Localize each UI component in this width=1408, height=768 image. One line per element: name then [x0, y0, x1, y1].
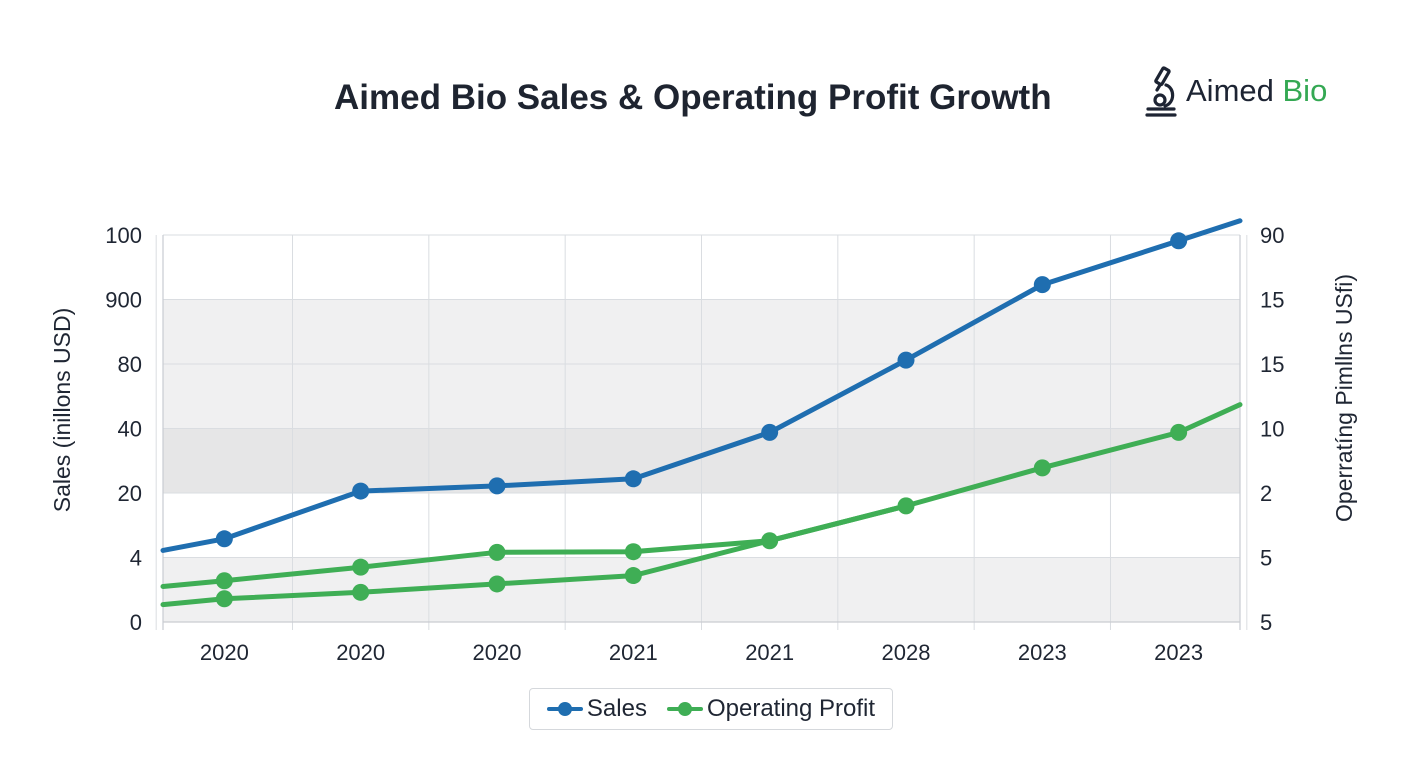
y-tick-label-right: 2	[1260, 481, 1272, 506]
x-tick-label: 2023	[1154, 640, 1203, 665]
y-tick-label-right: 90	[1260, 223, 1284, 248]
data-point-operating-profit	[488, 543, 506, 561]
data-point-sales	[761, 423, 779, 441]
y-tick-label-right: 10	[1260, 417, 1284, 442]
data-point-operating-profit	[1170, 423, 1188, 441]
x-tick-label: 2023	[1018, 640, 1067, 665]
logo-word-bio: Bio	[1282, 73, 1328, 108]
y-axis-title-left: Sales (inillons USD)	[49, 308, 75, 513]
legend-swatch-operating-profit	[666, 701, 703, 717]
data-point-sales	[488, 477, 506, 495]
y-tick-label-left: 80	[118, 352, 142, 377]
series-line-sales	[160, 218, 1243, 553]
x-tick-label: 2021	[745, 640, 794, 665]
legend-label-sales: Sales	[586, 695, 647, 722]
y-tick-label-left: 900	[105, 288, 142, 313]
legend-item-sales: Sales	[546, 695, 647, 723]
data-point-sales	[215, 530, 233, 548]
series-line-operating-profit	[160, 402, 1243, 589]
legend-swatch-sales	[546, 701, 583, 717]
x-tick-label: 2028	[882, 640, 931, 665]
data-point-sales	[352, 482, 370, 500]
x-tick-label: 2020	[336, 640, 385, 665]
data-point-sales	[1170, 232, 1188, 250]
y-tick-label-right: 15	[1260, 352, 1284, 377]
data-point-operating-profit	[215, 572, 233, 590]
data-point-operating-profit	[488, 575, 506, 593]
x-tick-label: 2020	[473, 640, 522, 665]
data-point-sales	[897, 351, 915, 369]
data-point-operating-profit	[352, 558, 370, 576]
x-tick-label: 2020	[200, 640, 249, 665]
legend-label-operating-profit: Operating Profit	[706, 695, 876, 722]
data-point-sales	[624, 470, 642, 488]
chart-title: Aimed Bio Sales & Operating Profit Growt…	[334, 78, 1052, 117]
y-tick-label-right: 5	[1260, 546, 1272, 571]
x-tick-label: 2021	[609, 640, 658, 665]
data-point-operating-profit	[1033, 459, 1051, 477]
y-tick-label-left: 40	[118, 417, 142, 442]
chart-legend: Sales Operating Profit	[529, 688, 893, 730]
data-point-operating-profit	[352, 583, 370, 601]
data-point-operating-profit	[761, 532, 779, 550]
logo-word-aimed: Aimed	[1186, 73, 1274, 108]
y-tick-label-left: 100	[105, 223, 142, 248]
legend-item-operating-profit: Operating Profit	[666, 695, 876, 723]
y-tick-label-left: 4	[130, 546, 142, 571]
y-tick-label-right: 5	[1260, 610, 1272, 635]
microscope-icon	[1145, 66, 1177, 117]
brand-logo: Aimed Bio	[1144, 64, 1327, 118]
data-point-sales	[1033, 276, 1051, 294]
y-tick-label-left: 0	[130, 610, 142, 635]
y-tick-label-right: 15	[1260, 288, 1284, 313]
y-tick-label-left: 20	[118, 481, 142, 506]
data-point-operating-profit	[897, 497, 915, 515]
data-point-operating-profit	[624, 543, 642, 561]
y-axis-title-right: Operratíng Pimllns USfi)	[1331, 274, 1357, 522]
data-point-operating-profit	[624, 567, 642, 585]
data-point-operating-profit	[215, 590, 233, 608]
logo-wordmark: Aimed Bio	[1186, 73, 1327, 109]
